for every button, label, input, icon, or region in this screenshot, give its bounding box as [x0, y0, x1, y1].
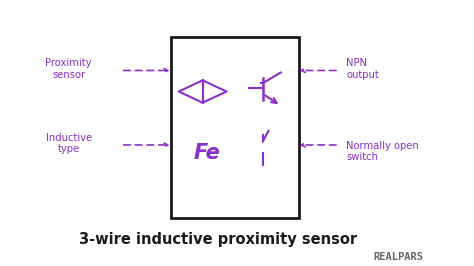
Bar [171, 37, 299, 218]
Text: Inductive
type: Inductive type [46, 133, 92, 155]
Text: 3-wire inductive proximity sensor: 3-wire inductive proximity sensor [79, 232, 357, 247]
Text: REALPARS: REALPARS [373, 252, 423, 262]
Text: Proximity
sensor: Proximity sensor [46, 58, 92, 80]
Text: Fe: Fe [193, 143, 220, 163]
Text: Normally open
switch: Normally open switch [346, 141, 419, 163]
Text: NPN
output: NPN output [346, 58, 379, 80]
